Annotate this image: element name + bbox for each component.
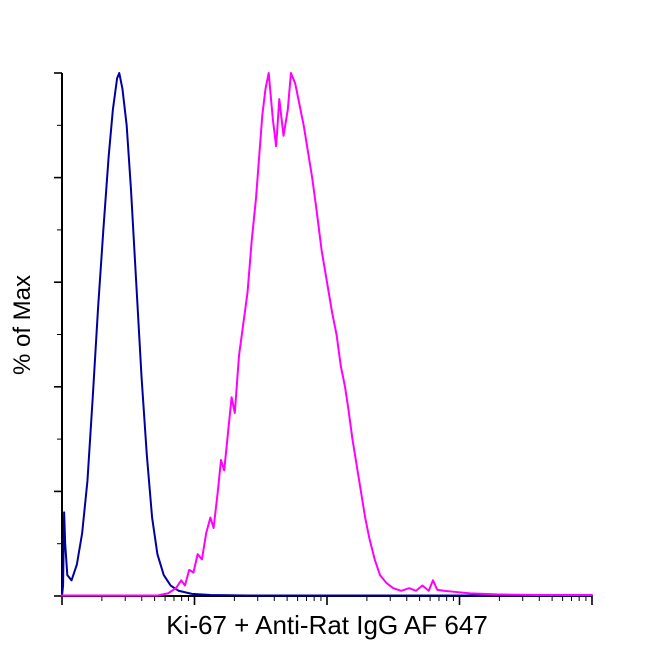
x-axis-label: Ki-67 + Anti-Rat IgG AF 647 [166, 610, 488, 640]
series-curves [61, 72, 593, 597]
x-axis-ticks [61, 596, 593, 605]
magenta-histogram-curve [61, 72, 593, 597]
y-axis-label: % of Max [9, 275, 36, 375]
navy-histogram-curve [61, 72, 593, 597]
y-axis-ticks [54, 72, 62, 597]
